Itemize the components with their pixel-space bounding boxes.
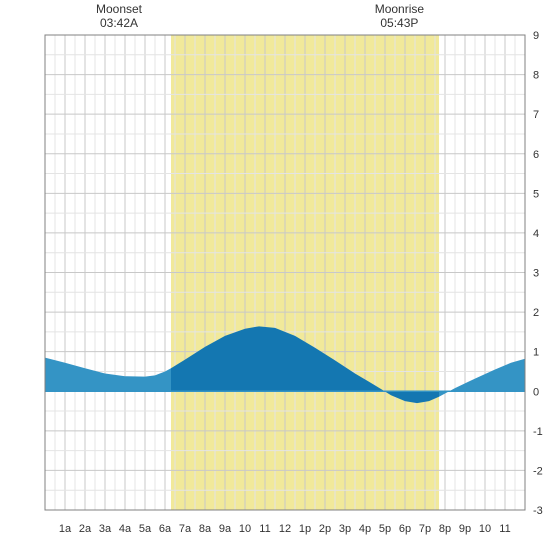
x-tick-label: 9a bbox=[219, 523, 232, 535]
moon-moonrise-label: Moonrise05:43P bbox=[359, 2, 439, 31]
x-tick-label: 11 bbox=[499, 523, 510, 535]
x-tick-label: 5p bbox=[379, 523, 391, 535]
y-tick-label: 7 bbox=[533, 109, 539, 121]
moon-event-time: 05:43P bbox=[359, 16, 439, 30]
x-tick-label: 2a bbox=[79, 523, 92, 535]
x-tick-label: 8a bbox=[199, 523, 212, 535]
y-tick-label: -2 bbox=[533, 465, 543, 477]
x-tick-label: 3p bbox=[339, 523, 351, 535]
x-tick-label: 2p bbox=[319, 523, 331, 535]
moon-event-title: Moonset bbox=[79, 2, 159, 16]
x-tick-label: 7p bbox=[419, 523, 431, 535]
y-tick-label: -3 bbox=[533, 505, 543, 517]
moon-event-time: 03:42A bbox=[79, 16, 159, 30]
x-tick-label: 5a bbox=[139, 523, 152, 535]
x-tick-label: 6p bbox=[399, 523, 411, 535]
y-tick-label: 2 bbox=[533, 307, 539, 319]
x-tick-label: 7a bbox=[179, 523, 192, 535]
y-tick-label: 9 bbox=[533, 30, 539, 42]
moon-event-title: Moonrise bbox=[359, 2, 439, 16]
y-tick-label: 4 bbox=[533, 228, 539, 240]
x-tick-label: 10 bbox=[479, 523, 491, 535]
y-tick-label: -1 bbox=[533, 426, 543, 438]
x-tick-label: 4a bbox=[119, 523, 132, 535]
tide-chart-container: -3-2-101234567891a2a3a4a5a6a7a8a9a101112… bbox=[0, 0, 550, 550]
x-tick-label: 3a bbox=[99, 523, 112, 535]
x-tick-label: 4p bbox=[359, 523, 371, 535]
y-tick-label: 6 bbox=[533, 149, 539, 161]
x-tick-label: 8p bbox=[439, 523, 451, 535]
y-tick-label: 5 bbox=[533, 188, 539, 200]
x-tick-label: 12 bbox=[279, 523, 291, 535]
x-tick-label: 9p bbox=[459, 523, 471, 535]
y-tick-label: 1 bbox=[533, 347, 539, 359]
y-tick-label: 0 bbox=[533, 386, 539, 398]
x-tick-label: 11 bbox=[259, 523, 270, 535]
y-tick-label: 3 bbox=[533, 268, 539, 280]
moon-moonset-label: Moonset03:42A bbox=[79, 2, 159, 31]
tide-chart: -3-2-101234567891a2a3a4a5a6a7a8a9a101112… bbox=[0, 0, 550, 550]
x-tick-label: 6a bbox=[159, 523, 172, 535]
x-tick-label: 1a bbox=[59, 523, 72, 535]
x-tick-label: 1p bbox=[299, 523, 311, 535]
y-tick-label: 8 bbox=[533, 70, 539, 82]
x-tick-label: 10 bbox=[239, 523, 251, 535]
